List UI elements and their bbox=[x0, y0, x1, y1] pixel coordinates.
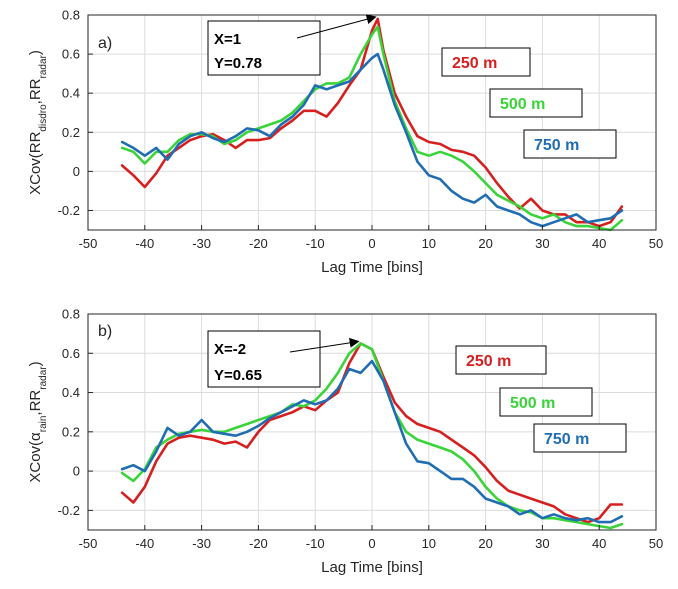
tick-label-x: -10 bbox=[306, 536, 325, 551]
legend-box bbox=[523, 129, 617, 159]
tick-label-x: 40 bbox=[592, 536, 606, 551]
legend-entry-500m: 500 m bbox=[499, 387, 593, 417]
annotation-box bbox=[207, 330, 321, 388]
y-label-part: ,RR bbox=[27, 78, 44, 104]
legend-box bbox=[499, 387, 593, 417]
tick-label-x: -20 bbox=[249, 536, 268, 551]
tick-label-x: 30 bbox=[535, 236, 549, 251]
annotation-arrow bbox=[289, 337, 360, 353]
y-label-part: ) bbox=[27, 50, 44, 55]
y-label-subscript: radar bbox=[38, 366, 49, 390]
tick-label-x: 40 bbox=[592, 236, 606, 251]
annotation-x-value: X=-2 bbox=[214, 341, 246, 358]
y-label-part: XCov(α bbox=[27, 432, 44, 483]
legend-entry-250m: 250 m bbox=[455, 345, 547, 375]
x-axis-label: Lag Time [bins] bbox=[321, 559, 423, 576]
series-lines bbox=[120, 17, 624, 232]
y-label-part: ,RR bbox=[27, 390, 44, 416]
tick-label-x: -30 bbox=[192, 536, 211, 551]
tick-label-x: -20 bbox=[249, 236, 268, 251]
tick-label-x: -10 bbox=[306, 236, 325, 251]
legend-entry-750m: 750 m bbox=[523, 129, 617, 159]
annotation-arrow bbox=[296, 14, 377, 39]
tick-label-x: 0 bbox=[368, 236, 375, 251]
annotation-x-value: X=1 bbox=[214, 31, 241, 48]
tick-label-y: 0.8 bbox=[62, 307, 80, 322]
legend-label: 750 m bbox=[534, 137, 579, 154]
tick-label-x: 10 bbox=[422, 536, 436, 551]
tick-label-x: 50 bbox=[649, 236, 663, 251]
tick-label-y: 0.4 bbox=[62, 385, 80, 400]
series-line-750m bbox=[120, 359, 624, 524]
legend-box bbox=[455, 345, 547, 375]
tick-label-y: 0.6 bbox=[62, 346, 80, 361]
legend-box bbox=[533, 423, 627, 453]
y-axis-label: XCov(RRdisdro,RRradar) bbox=[27, 50, 49, 195]
legend-label: 250 m bbox=[452, 55, 497, 72]
tick-label-x: -50 bbox=[79, 536, 98, 551]
y-axis-label: XCov(αrain,RRradar) bbox=[27, 361, 49, 482]
tick-label-y: 0.2 bbox=[62, 125, 80, 140]
chart-panel-b: -50 -40 -30 -20 -10 0 10 20 30 40 50 -0.2 0 0.2 0.4 0.6… bbox=[27, 307, 663, 577]
legend-entry-750m: 750 m bbox=[533, 423, 627, 453]
tick-label-y: -0.2 bbox=[58, 503, 80, 518]
tick-label-y: 0 bbox=[73, 464, 80, 479]
tick-label-x: 50 bbox=[649, 536, 663, 551]
tick-label-y: 0.6 bbox=[62, 47, 80, 62]
legend-label: 500 m bbox=[500, 96, 545, 113]
annotation-box bbox=[207, 20, 321, 76]
legend-label: 250 m bbox=[466, 353, 511, 370]
legend-entry-250m: 250 m bbox=[441, 47, 531, 77]
chart-panel-a: -50 -40 -30 -20 -10 0 10 20 30 40 50 -0.2 0 0.2 0.4 0.6… bbox=[27, 8, 663, 277]
tick-label-y: 0.8 bbox=[62, 8, 80, 23]
x-axis-label: Lag Time [bins] bbox=[321, 259, 423, 276]
tick-label-x: -30 bbox=[192, 236, 211, 251]
legend-label: 500 m bbox=[510, 395, 555, 412]
tick-label-x: 10 bbox=[422, 236, 436, 251]
legend-label: 750 m bbox=[544, 431, 589, 448]
y-label-subscript: radar bbox=[38, 54, 49, 78]
legend-box bbox=[489, 88, 583, 118]
tick-label-x: 20 bbox=[478, 536, 492, 551]
tick-label-x: 20 bbox=[478, 236, 492, 251]
tick-label-x: -40 bbox=[135, 236, 154, 251]
tick-label-y: 0.2 bbox=[62, 424, 80, 439]
tick-label-x: 0 bbox=[368, 536, 375, 551]
y-label-subscript: rain bbox=[38, 416, 49, 433]
y-label-part: ) bbox=[27, 361, 44, 366]
tick-label-x: -40 bbox=[135, 536, 154, 551]
annotation-y-value: Y=0.78 bbox=[214, 55, 262, 72]
tick-label-y: 0.4 bbox=[62, 86, 80, 101]
tick-label-y: 0 bbox=[73, 164, 80, 179]
series-lines bbox=[120, 342, 624, 530]
tick-label-y: -0.2 bbox=[58, 203, 80, 218]
legend-box bbox=[441, 47, 531, 77]
series-line-750m bbox=[120, 52, 624, 228]
annotation-y-value: Y=0.65 bbox=[214, 367, 262, 384]
panel-label: b) bbox=[98, 323, 112, 340]
panel-label: a) bbox=[98, 35, 112, 52]
y-label-part: XCov(RR bbox=[27, 131, 44, 195]
y-label-subscript: disdro bbox=[38, 104, 49, 132]
tick-label-x: 30 bbox=[535, 536, 549, 551]
legend-entry-500m: 500 m bbox=[489, 88, 583, 118]
tick-label-x: -50 bbox=[79, 236, 98, 251]
